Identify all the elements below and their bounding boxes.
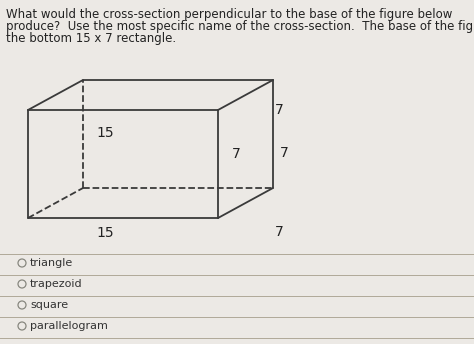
Text: 15: 15: [96, 226, 114, 240]
Text: square: square: [30, 300, 68, 310]
Text: What would the cross-section perpendicular to the base of the figure below: What would the cross-section perpendicul…: [6, 8, 452, 21]
Text: parallelogram: parallelogram: [30, 321, 108, 331]
Text: 7: 7: [275, 225, 284, 239]
Text: 7: 7: [232, 147, 241, 161]
Text: 7: 7: [275, 103, 284, 117]
Text: 15: 15: [96, 126, 114, 140]
Text: the bottom 15 x 7 rectangle.: the bottom 15 x 7 rectangle.: [6, 32, 176, 45]
Text: 7: 7: [280, 146, 289, 160]
Text: produce?  Use the most specific name of the cross-section.  The base of the figu: produce? Use the most specific name of t…: [6, 20, 474, 33]
Text: trapezoid: trapezoid: [30, 279, 82, 289]
Text: triangle: triangle: [30, 258, 73, 268]
